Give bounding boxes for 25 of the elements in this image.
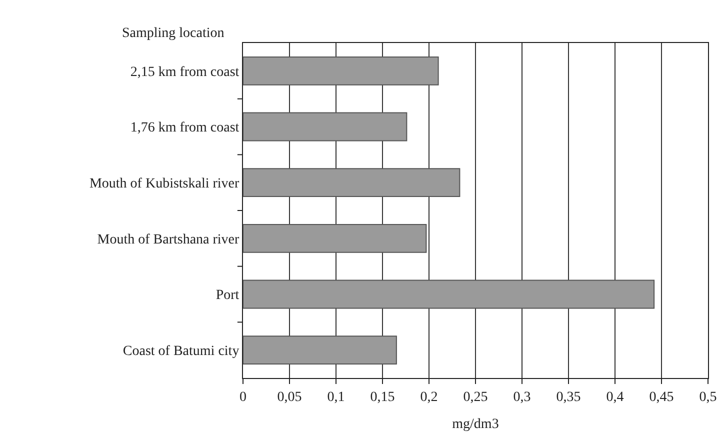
x-tick-label: 0,3: [513, 390, 531, 405]
bar: [243, 280, 655, 309]
y-tick-label: Port: [216, 288, 240, 304]
bar: [243, 336, 397, 365]
x-tick-label: 0,25: [463, 390, 488, 405]
x-tick-label: 0,4: [606, 390, 624, 405]
x-tick-label: 0,2: [420, 390, 438, 405]
bar: [243, 224, 427, 253]
y-tick-label: 2,15 km from coast: [130, 64, 240, 80]
y-axis-title: Sampling location: [122, 26, 224, 41]
x-tick-label: 0,1: [327, 390, 345, 405]
x-tick-label: 0,35: [556, 390, 581, 405]
y-tick-label: 1,76 km from coast: [130, 120, 240, 136]
x-tick-label: 0,45: [649, 390, 674, 405]
bar: [243, 112, 408, 142]
bar: [243, 168, 460, 198]
y-tick-label: Mouth of Kubistskali river: [89, 176, 240, 192]
bar: [243, 56, 439, 86]
x-tick-label: 0,15: [370, 390, 395, 405]
y-tick-label: Coast of Batumi city: [122, 344, 240, 359]
x-axis-title: mg/dm3: [452, 417, 499, 432]
x-tick-label: 0,05: [277, 390, 302, 405]
y-tick-label: Mouth of Bartshana river: [97, 232, 240, 248]
x-tick-label: 0: [240, 390, 246, 405]
x-tick-label: 0,5: [699, 390, 717, 405]
